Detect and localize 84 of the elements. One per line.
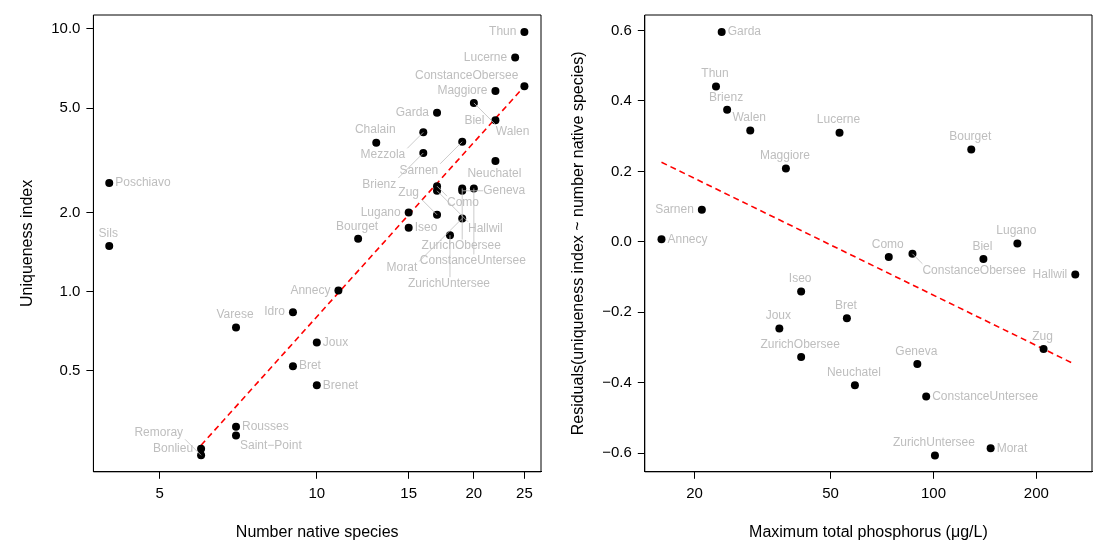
annotation: Bourget bbox=[949, 129, 992, 144]
annotation: Bourget bbox=[336, 218, 379, 233]
y-axis-title: Uniqueness index bbox=[18, 179, 36, 307]
annotation: Hallwil bbox=[1032, 266, 1068, 281]
annotation: Lucerne bbox=[463, 49, 508, 64]
annotation: Joux bbox=[322, 334, 349, 349]
annotation: Brenet bbox=[322, 377, 359, 392]
annotation: Bret bbox=[834, 298, 858, 313]
annotation: Annecy bbox=[290, 282, 331, 297]
annotation: ConstanceUntersee bbox=[932, 388, 1039, 403]
y-tick-label: 10.0 bbox=[51, 19, 81, 37]
annotation: Geneva bbox=[483, 183, 526, 198]
y-tick-label: 0.5 bbox=[59, 360, 81, 378]
y-axis-title: Residuals(uniqueness index ~ number native species) bbox=[569, 51, 587, 436]
y-tick-label: 1.0 bbox=[59, 281, 81, 299]
annotation: Rousses bbox=[242, 418, 289, 433]
annotation: Morat bbox=[386, 260, 418, 275]
y-tick-label: 0.2 bbox=[610, 161, 632, 179]
y-tick-label: 0.0 bbox=[610, 231, 632, 249]
annotation: Maggiore bbox=[437, 83, 488, 98]
annotation: ZurichObersee bbox=[760, 336, 841, 351]
annotation: Varese bbox=[216, 307, 254, 322]
annotation: Thun bbox=[701, 66, 729, 81]
x-tick-label: 200 bbox=[1023, 483, 1049, 501]
annotation: Como bbox=[447, 194, 480, 209]
annotation: ConstanceObersee bbox=[415, 68, 519, 83]
annotation: Walen bbox=[495, 123, 530, 138]
annotation: ZurichUntersee bbox=[892, 435, 976, 450]
annotation: Lugano bbox=[360, 204, 401, 219]
y-tick-label: 0.6 bbox=[610, 20, 632, 38]
x-tick-label: 25 bbox=[516, 483, 533, 501]
y-tick-label: 5.0 bbox=[59, 98, 81, 116]
y-tick-label: 0.4 bbox=[610, 91, 632, 109]
annotation: Lugano bbox=[996, 223, 1037, 238]
annotation: ZurichObersee bbox=[421, 238, 502, 253]
annotation: Poschiavo bbox=[115, 175, 171, 190]
annotation: Sarnen bbox=[399, 162, 439, 177]
annotation: Morat bbox=[996, 440, 1028, 455]
annotation: Sarnen bbox=[655, 202, 694, 217]
y-tick-label: 2.0 bbox=[59, 202, 81, 220]
annotation: Walen bbox=[732, 110, 767, 125]
annotation: Brienz bbox=[362, 176, 397, 191]
annotation: Como bbox=[871, 236, 905, 251]
annotation: Neuchatel bbox=[826, 364, 881, 379]
annotation: Thun bbox=[489, 24, 517, 39]
annotation: Biel bbox=[464, 112, 485, 127]
annotation: Garda bbox=[395, 104, 430, 119]
annotation: Remoray bbox=[134, 425, 184, 440]
x-tick-label: 20 bbox=[686, 483, 703, 501]
annotation: Sils bbox=[98, 225, 118, 240]
annotation: Biel bbox=[972, 238, 993, 253]
annotation: Iseo bbox=[788, 271, 812, 286]
annotation: Geneva bbox=[895, 343, 938, 358]
x-tick-label: 5 bbox=[155, 483, 164, 501]
annotation: Brienz bbox=[709, 89, 744, 104]
y-tick-label: −0.4 bbox=[602, 372, 632, 390]
annotation: Joux bbox=[765, 308, 792, 323]
annotation: Saint−Point bbox=[240, 438, 303, 453]
annotation: Annecy bbox=[667, 231, 708, 246]
annotation: Bret bbox=[298, 358, 322, 373]
annotation: Bonlieu bbox=[153, 441, 194, 456]
annotation: Zug bbox=[1032, 328, 1053, 343]
x-tick-label: 50 bbox=[822, 483, 839, 501]
x-tick-label: 15 bbox=[400, 483, 418, 501]
annotation: Zug bbox=[398, 184, 420, 199]
y-tick-label: −0.2 bbox=[602, 302, 632, 320]
annotation: Mezzola bbox=[360, 147, 406, 162]
annotation: ConstanceUntersee bbox=[419, 253, 527, 268]
annotation: Chalain bbox=[354, 122, 396, 137]
annotation: ConstanceObersee bbox=[922, 262, 1027, 277]
x-axis-title: Number native species bbox=[235, 522, 399, 540]
x-tick-label: 20 bbox=[465, 483, 483, 501]
x-tick-label: 100 bbox=[920, 483, 946, 501]
x-tick-label: 10 bbox=[308, 483, 326, 501]
annotation: Idro bbox=[264, 304, 286, 319]
annotation: Maggiore bbox=[759, 148, 811, 163]
annotation: Hallwil bbox=[468, 220, 503, 235]
y-tick-label: −0.6 bbox=[602, 443, 632, 461]
annotation: Lucerne bbox=[816, 112, 861, 127]
annotation: Iseo bbox=[414, 220, 438, 235]
annotation: Neuchatel bbox=[467, 165, 522, 180]
annotation: ZurichUntersee bbox=[407, 275, 491, 290]
annotation: Garda bbox=[727, 24, 762, 39]
x-axis-title: Maximum total phosphorus (μg/L) bbox=[749, 522, 988, 540]
